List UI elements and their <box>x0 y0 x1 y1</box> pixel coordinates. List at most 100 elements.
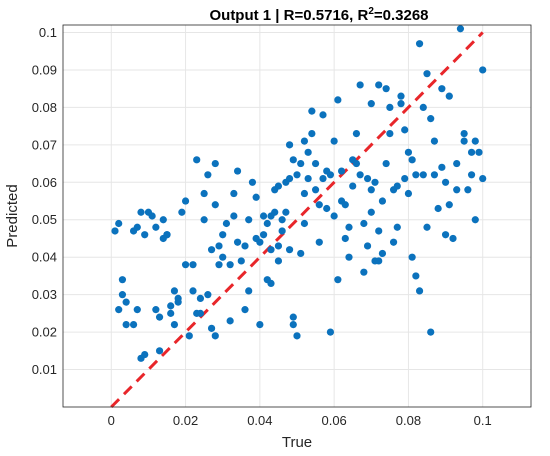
data-point <box>185 332 193 340</box>
data-point <box>467 148 476 156</box>
data-point <box>129 321 138 329</box>
data-point <box>289 321 297 329</box>
data-point <box>401 174 409 183</box>
data-point <box>233 167 242 175</box>
data-point <box>341 234 349 243</box>
data-point <box>215 261 223 269</box>
data-point <box>263 219 271 228</box>
y-tick-label: 0.08 <box>32 100 57 115</box>
data-point <box>233 238 242 246</box>
data-point <box>427 115 435 123</box>
data-point <box>352 159 361 168</box>
x-tick-label: 0 <box>108 413 115 428</box>
data-point <box>423 70 431 78</box>
data-point <box>211 332 219 340</box>
data-point <box>345 253 353 261</box>
data-point <box>226 317 234 325</box>
data-point <box>230 189 238 198</box>
data-point <box>467 171 476 179</box>
data-point <box>326 328 335 336</box>
data-point <box>479 174 487 183</box>
x-tick-label: 0.08 <box>396 413 421 428</box>
data-point <box>341 201 349 209</box>
data-point <box>352 130 361 138</box>
data-point <box>363 242 372 250</box>
data-point <box>133 306 141 314</box>
data-point <box>412 171 420 179</box>
data-point <box>456 25 465 33</box>
y-tick-label: 0.07 <box>32 137 57 152</box>
data-point <box>245 287 253 295</box>
data-point <box>423 223 431 231</box>
data-point <box>378 249 387 258</box>
data-point <box>115 306 123 314</box>
data-point <box>386 130 394 138</box>
data-point <box>397 92 405 100</box>
data-point <box>460 130 468 138</box>
data-point <box>256 238 264 246</box>
x-axis-label: True <box>282 434 312 451</box>
data-point <box>163 231 171 239</box>
data-point <box>337 167 346 175</box>
data-point <box>430 171 439 179</box>
data-point <box>471 216 479 224</box>
data-point <box>278 227 286 235</box>
data-point <box>412 272 420 280</box>
data-point <box>382 159 390 168</box>
data-point <box>200 216 208 224</box>
data-point <box>367 100 375 108</box>
data-point <box>304 148 312 156</box>
data-point <box>274 257 283 265</box>
data-point <box>404 148 413 156</box>
data-point <box>159 216 167 224</box>
y-axis-label: Predicted <box>4 184 21 247</box>
data-point <box>170 321 179 329</box>
data-point <box>267 279 275 288</box>
data-point <box>219 231 227 239</box>
data-point <box>397 100 405 108</box>
data-point <box>133 223 141 231</box>
data-point <box>393 182 401 190</box>
data-point <box>211 201 219 209</box>
data-point <box>118 291 127 299</box>
data-point <box>438 163 446 171</box>
data-point <box>419 171 427 179</box>
data-point <box>330 137 338 145</box>
y-tick-label: 0.01 <box>32 362 57 377</box>
y-tick-label: 0.1 <box>39 25 57 40</box>
reference-line-group <box>110 31 484 409</box>
data-point <box>230 212 238 220</box>
data-point <box>245 216 253 224</box>
data-point <box>367 208 375 216</box>
data-point <box>349 182 357 190</box>
data-point <box>178 208 186 216</box>
data-point <box>345 223 353 231</box>
data-point <box>222 219 231 228</box>
y-tick-label: 0.06 <box>32 175 57 190</box>
x-tick-label: 0.02 <box>173 413 198 428</box>
data-point <box>241 242 249 250</box>
data-point <box>363 174 372 183</box>
data-point <box>196 294 205 302</box>
data-point <box>449 234 457 243</box>
data-point <box>259 231 268 239</box>
data-point <box>200 189 208 198</box>
data-point <box>334 276 342 284</box>
data-point <box>115 219 123 228</box>
chart-title: Output 1 | R=0.5716, R2=0.3268 <box>209 6 428 24</box>
reference-line <box>110 31 484 409</box>
data-point <box>393 223 401 231</box>
data-point <box>475 148 483 156</box>
data-point <box>215 242 223 250</box>
data-point <box>453 186 461 194</box>
data-point <box>334 96 342 104</box>
data-point <box>122 321 130 329</box>
data-point <box>319 174 327 183</box>
data-point <box>367 186 375 194</box>
data-point <box>386 103 394 111</box>
data-point <box>219 253 227 261</box>
data-point <box>141 350 149 359</box>
data-point <box>207 324 216 332</box>
data-point <box>471 137 479 145</box>
